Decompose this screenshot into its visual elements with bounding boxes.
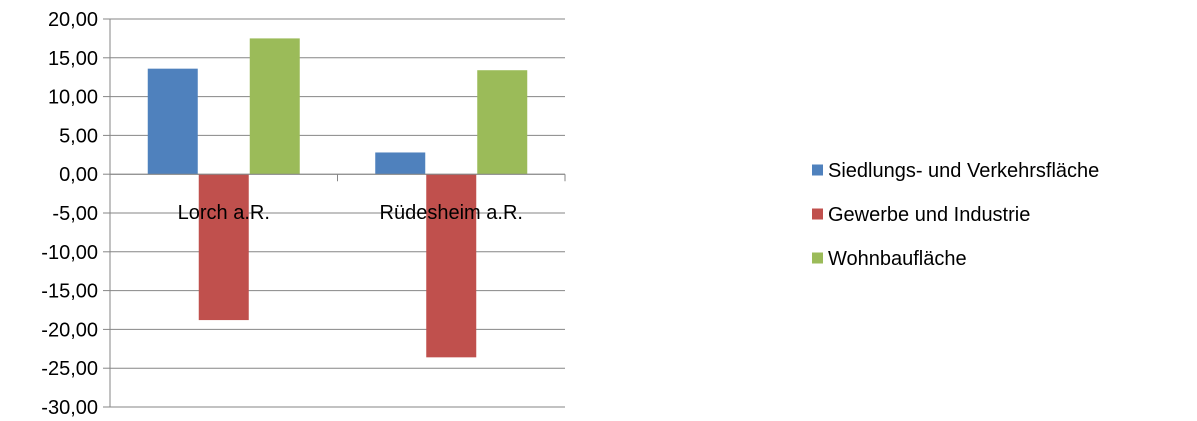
y-tick-label: -5,00: [52, 203, 98, 225]
bar: [198, 174, 249, 321]
y-tick-label: -10,00: [41, 242, 98, 264]
bar: [375, 152, 426, 175]
y-tick-label: 0,00: [59, 164, 98, 186]
legend-label: Gewerbe und Industrie: [828, 204, 1030, 226]
y-tick-label: -30,00: [41, 397, 98, 419]
legend-swatch: [812, 208, 823, 220]
y-tick-label: -20,00: [41, 319, 98, 341]
axes: [109, 19, 566, 407]
y-tick-label: 10,00: [48, 87, 98, 109]
legend-swatch: [812, 164, 823, 176]
legend-swatch: [812, 252, 823, 264]
category-labels: Lorch a.R. Rüdesheim a.R.: [178, 202, 523, 224]
bar: [249, 38, 300, 175]
legend-label: Siedlungs- und Verkehrsfläche: [828, 160, 1099, 182]
bars: [147, 38, 528, 358]
legend: Siedlungs- und Verkehrsfläche Gewerbe und…: [812, 160, 1099, 270]
y-tick-label: 15,00: [48, 48, 98, 70]
bar: [147, 68, 198, 175]
y-tick-label: -25,00: [41, 358, 98, 380]
bar: [426, 174, 477, 358]
category-label: Rüdesheim a.R.: [380, 202, 523, 224]
y-tick-label: -15,00: [41, 281, 98, 303]
y-tick-label: 20,00: [48, 9, 98, 31]
category-label: Lorch a.R.: [178, 202, 270, 224]
y-tick-label: 5,00: [59, 125, 98, 147]
legend-label: Wohnbaufläche: [828, 248, 967, 270]
bar: [477, 70, 528, 175]
y-axis-ticks: 20,00 15,00 10,00 5,00 0,00 -5,00 -10,00 -15,00…: [41, 9, 110, 419]
